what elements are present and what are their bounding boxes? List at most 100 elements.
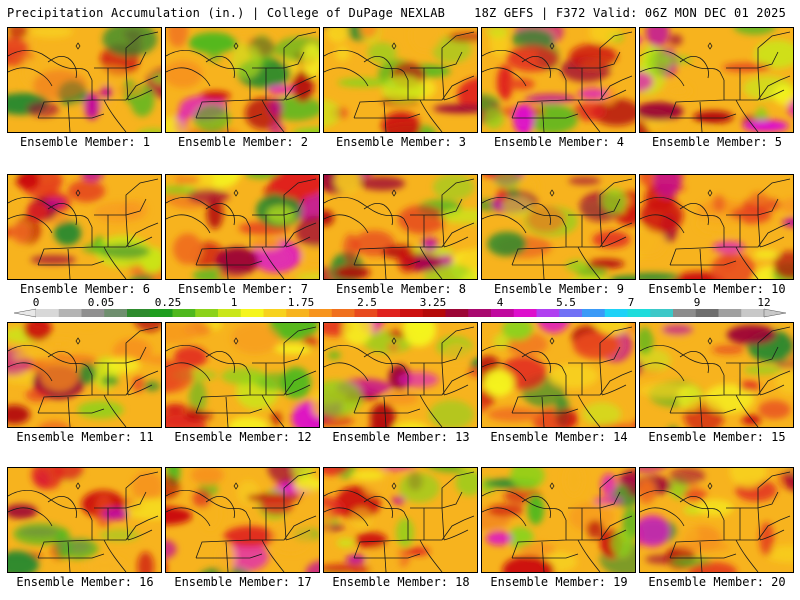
colorbar-swatch — [513, 309, 537, 317]
ensemble-member-map — [7, 27, 162, 133]
state-boundaries — [640, 178, 791, 279]
colorbar-swatch — [377, 309, 401, 317]
colorbar-tick-label: 1 — [230, 296, 238, 309]
colorbar-swatch — [445, 309, 469, 317]
colorbar-swatch — [240, 309, 264, 317]
precipitation-field — [324, 175, 477, 279]
precipitation-field — [482, 175, 635, 279]
ensemble-member-label: Ensemble Member: 20 — [648, 575, 786, 589]
precipitation-field — [640, 28, 793, 132]
state-boundaries — [324, 31, 475, 132]
ensemble-member-map — [323, 322, 478, 428]
colorbar-swatch — [104, 309, 128, 317]
precipitation-field — [640, 323, 793, 427]
state-boundaries — [482, 471, 633, 572]
colorbar-swatch — [559, 309, 583, 317]
colorbar-swatch — [718, 309, 742, 317]
colorbar-left-arrow — [13, 308, 37, 318]
colorbar-tick-label: 0.05 — [87, 296, 115, 309]
ensemble-member-label: Ensemble Member: 14 — [490, 430, 628, 444]
ensemble-member-label: Ensemble Member: 13 — [332, 430, 470, 444]
ensemble-member-map — [165, 467, 320, 573]
ensemble-member-map — [323, 174, 478, 280]
ensemble-member-map — [165, 322, 320, 428]
state-boundaries — [166, 31, 317, 132]
map-title: Precipitation Accumulation (in.) | Colle… — [7, 6, 446, 20]
colorbar-swatch — [58, 309, 82, 317]
ensemble-member-map — [481, 27, 636, 133]
state-boundaries — [640, 31, 791, 132]
ensemble-member-label: Ensemble Member: 2 — [177, 135, 309, 149]
colorbar-swatch — [263, 309, 287, 317]
ensemble-member-label: Ensemble Member: 15 — [648, 430, 786, 444]
colorbar-swatch — [172, 309, 196, 317]
colorbar-tick-label: 1.75 — [287, 296, 315, 309]
colorbar-swatch — [127, 309, 151, 317]
ensemble-member-map — [165, 174, 320, 280]
model-run-info: 18Z GEFS | F372 Valid: 06Z MON DEC 01 20… — [474, 6, 786, 20]
ensemble-member-label: Ensemble Member: 12 — [174, 430, 312, 444]
ensemble-member-label: Ensemble Member: 1 — [19, 135, 151, 149]
ensemble-member-label: Ensemble Member: 9 — [493, 282, 625, 296]
precipitation-field — [324, 468, 477, 572]
state-boundaries — [482, 31, 633, 132]
colorbar-swatch — [422, 309, 446, 317]
state-boundaries — [166, 326, 317, 427]
colorbar-tick-label: 9 — [693, 296, 701, 309]
colorbar-swatch — [468, 309, 492, 317]
ensemble-member-map — [639, 322, 794, 428]
state-boundaries — [324, 178, 475, 279]
precipitation-field — [8, 175, 161, 279]
precipitation-field — [166, 175, 319, 279]
precipitation-field — [166, 323, 319, 427]
precipitation-field — [8, 468, 161, 572]
ensemble-member-map — [639, 27, 794, 133]
state-boundaries — [640, 326, 791, 427]
precipitation-field — [640, 468, 793, 572]
ensemble-member-map — [481, 467, 636, 573]
colorbar-swatch — [400, 309, 424, 317]
ensemble-member-map — [7, 174, 162, 280]
ensemble-member-map — [7, 467, 162, 573]
state-boundaries — [166, 178, 317, 279]
colorbar-swatch — [36, 309, 60, 317]
colorbar-swatch — [582, 309, 606, 317]
colorbar-swatch — [604, 309, 628, 317]
colorbar-swatch — [741, 309, 765, 317]
precipitation-field — [166, 28, 319, 132]
colorbar-tick-label: 0.25 — [154, 296, 182, 309]
ensemble-member-label: Ensemble Member: 11 — [16, 430, 154, 444]
ensemble-member-label: Ensemble Member: 16 — [16, 575, 154, 589]
precipitation-field — [166, 468, 319, 572]
colorbar-swatch — [309, 309, 333, 317]
colorbar-tick-label: 7 — [627, 296, 635, 309]
colorbar-swatch — [491, 309, 515, 317]
ensemble-member-label: Ensemble Member: 19 — [490, 575, 628, 589]
ensemble-member-map — [165, 27, 320, 133]
colorbar-swatch — [149, 309, 173, 317]
ensemble-member-label: Ensemble Member: 5 — [651, 135, 783, 149]
precipitation-colorbar: 0 0.05 0.25 1 1.75 2.5 3.25 4 5.5 7 9 12 — [0, 296, 800, 318]
ensemble-member-label: Ensemble Member: 7 — [177, 282, 309, 296]
state-boundaries — [640, 471, 791, 572]
precipitation-field — [8, 28, 161, 132]
ensemble-member-label: Ensemble Member: 10 — [648, 282, 786, 296]
ensemble-member-map — [323, 27, 478, 133]
colorbar-swatch — [627, 309, 651, 317]
precipitation-field — [324, 28, 477, 132]
colorbar-swatch — [195, 309, 219, 317]
state-boundaries — [8, 471, 159, 572]
state-boundaries — [324, 471, 475, 572]
state-boundaries — [324, 326, 475, 427]
precipitation-field — [482, 323, 635, 427]
colorbar-right-arrow — [763, 308, 787, 318]
colorbar-scale — [13, 308, 787, 318]
precipitation-field — [8, 323, 161, 427]
precipitation-field — [324, 323, 477, 427]
colorbar-swatch — [331, 309, 355, 317]
colorbar-tick-label: 0 — [32, 296, 40, 309]
precipitation-field — [640, 175, 793, 279]
ensemble-member-map — [639, 467, 794, 573]
colorbar-tick-label: 5.5 — [556, 296, 576, 309]
ensemble-member-map — [481, 322, 636, 428]
